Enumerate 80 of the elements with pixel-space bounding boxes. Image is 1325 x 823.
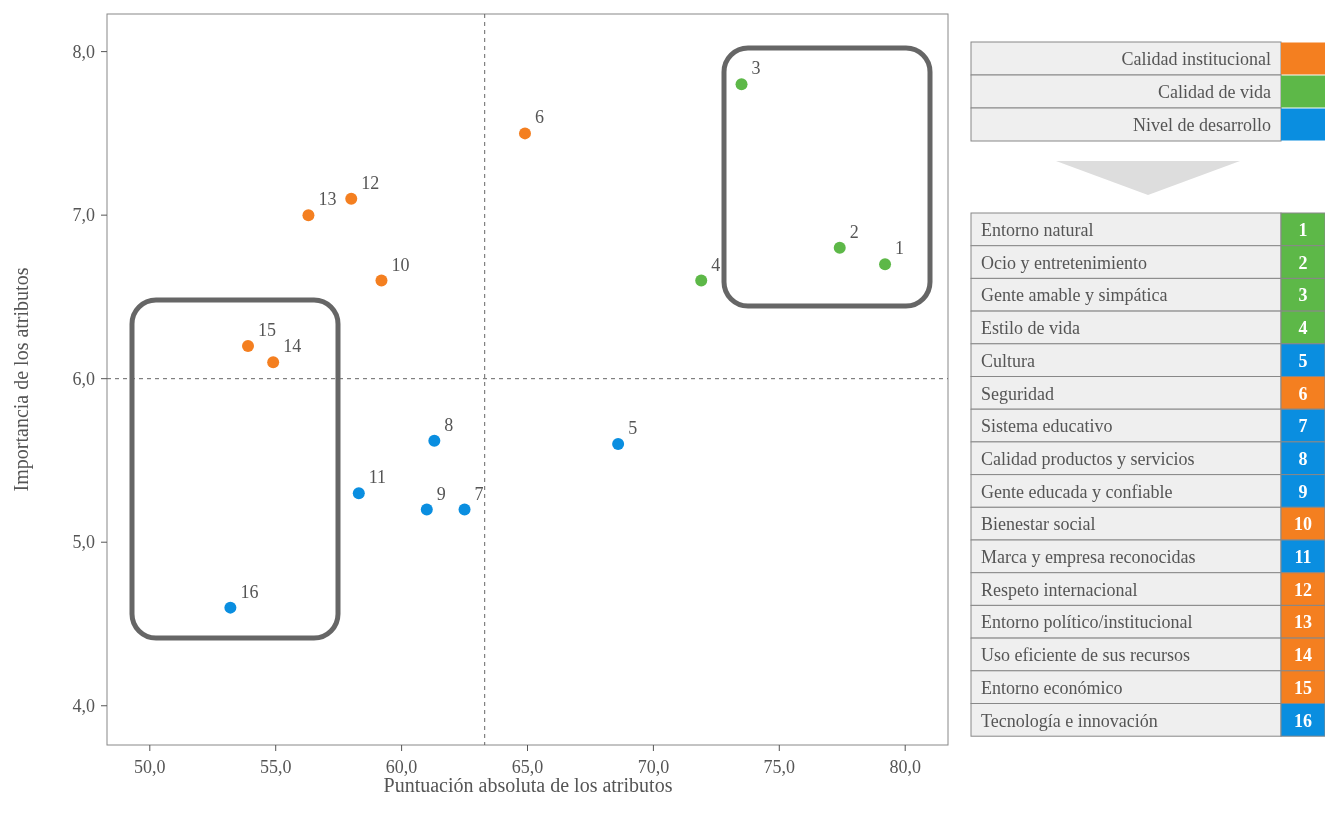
annotation: 15: [258, 319, 277, 340]
text: 16: [1294, 710, 1312, 731]
annotation: 11: [368, 467, 387, 488]
text: 6: [1298, 383, 1308, 404]
annotation: 9: [436, 483, 446, 504]
annotation: 16: [240, 581, 259, 602]
text: Sistema educativo: [981, 416, 1113, 437]
text: 15: [1294, 677, 1312, 698]
text: Calidad productos y servicios: [981, 448, 1195, 469]
x-tick-label: 60,0: [385, 757, 418, 777]
y-tick-label: 6,0: [72, 368, 95, 389]
text: 8: [1298, 448, 1308, 469]
text: Entorno económico: [981, 677, 1123, 698]
text: 10: [1294, 514, 1312, 535]
point: [302, 209, 315, 222]
point: [458, 503, 471, 516]
annotation: 5: [628, 418, 638, 439]
text: 13: [1294, 612, 1312, 633]
text: Marca y empresa reconocidas: [981, 547, 1196, 567]
point: [345, 192, 358, 205]
text: 12: [1294, 579, 1312, 600]
x-tick-label: 65,0: [511, 757, 544, 777]
legend-label: Calidad institucional: [1121, 49, 1271, 69]
point: [420, 503, 433, 516]
text: 1: [1298, 220, 1308, 240]
point: [735, 78, 748, 91]
text: 3: [1298, 285, 1308, 306]
text: 11: [1294, 547, 1312, 567]
annotation: 14: [283, 336, 302, 357]
point: [352, 487, 365, 500]
text: 5: [1298, 350, 1308, 371]
legend-label: Calidad de vida: [1158, 82, 1272, 102]
text: Gente amable y simpática: [981, 285, 1168, 306]
text: Seguridad: [981, 383, 1054, 404]
annotation: 4: [711, 254, 721, 275]
text: 7: [1298, 416, 1308, 437]
annotation: 8: [444, 414, 454, 435]
point: [612, 438, 625, 451]
legend-label: Nivel de desarrollo: [1133, 115, 1271, 135]
annotation: 3: [751, 58, 761, 79]
point: [518, 127, 531, 140]
point: [224, 601, 237, 614]
text: Cultura: [981, 350, 1035, 371]
annotation: 13: [318, 189, 337, 210]
annotation: 10: [391, 254, 410, 275]
point: [695, 274, 708, 287]
text: Uso eficiente de sus recursos: [981, 645, 1190, 666]
point: [242, 339, 255, 352]
y-axis-title: Importancia de los atributos: [10, 267, 33, 492]
annotation: 7: [474, 483, 484, 504]
text: Bienestar social: [981, 514, 1096, 535]
text: Estilo de vida: [981, 318, 1080, 339]
y-tick-label: 5,0: [72, 532, 95, 553]
text: 9: [1298, 481, 1308, 502]
annotation: 2: [849, 221, 859, 242]
x-tick-label: 75,0: [763, 757, 796, 777]
annotation: 12: [361, 172, 380, 193]
text: Ocio y entretenimiento: [981, 252, 1147, 273]
x-tick-label: 70,0: [637, 757, 670, 777]
annotation: 1: [895, 238, 905, 259]
point: [375, 274, 388, 287]
text: Entorno político/institucional: [981, 612, 1193, 633]
text: Entorno natural: [981, 220, 1094, 240]
point: [879, 258, 892, 271]
text: Gente educada y confiable: [981, 481, 1173, 502]
text: Tecnología e innovación: [981, 710, 1158, 731]
y-tick-label: 4,0: [72, 695, 95, 716]
text: Respeto internacional: [981, 579, 1138, 600]
annotation: 6: [534, 107, 544, 128]
x-tick-label: 55,0: [259, 757, 292, 777]
y-tick-label: 8,0: [72, 41, 95, 62]
point: [428, 434, 441, 447]
x-tick-label: 50,0: [134, 757, 166, 777]
x-tick-label: 80,0: [889, 757, 921, 777]
y-tick-label: 7,0: [72, 205, 95, 226]
point: [267, 356, 280, 369]
text: 2: [1298, 252, 1308, 273]
text: 14: [1294, 645, 1312, 666]
text: 4: [1298, 318, 1308, 339]
point: [833, 241, 846, 254]
